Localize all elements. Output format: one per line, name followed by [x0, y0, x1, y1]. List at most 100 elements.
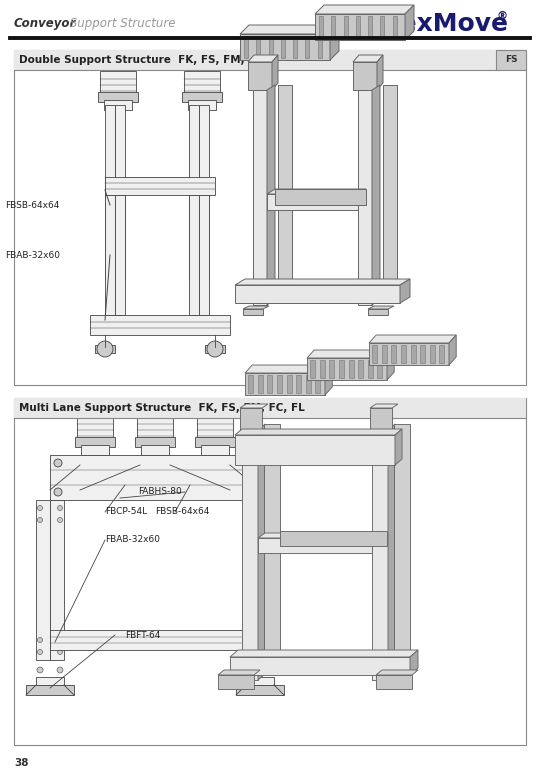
Polygon shape — [401, 345, 406, 363]
Bar — [246, 500, 260, 660]
Polygon shape — [307, 350, 394, 358]
Polygon shape — [339, 360, 344, 378]
Polygon shape — [240, 408, 262, 430]
Polygon shape — [277, 375, 282, 393]
Polygon shape — [253, 90, 267, 305]
Bar — [100, 71, 136, 93]
Circle shape — [247, 505, 253, 510]
Polygon shape — [248, 62, 272, 90]
Polygon shape — [256, 36, 260, 58]
Text: FS: FS — [505, 55, 517, 65]
Circle shape — [57, 667, 63, 673]
Polygon shape — [319, 16, 323, 38]
Polygon shape — [370, 404, 398, 408]
Bar — [141, 445, 169, 455]
Bar — [75, 437, 115, 447]
Text: FBSB-64x64: FBSB-64x64 — [155, 508, 210, 516]
Bar — [236, 685, 284, 695]
Bar — [184, 71, 220, 93]
Polygon shape — [383, 85, 397, 299]
Circle shape — [267, 505, 273, 510]
Circle shape — [247, 650, 253, 654]
Bar — [14, 398, 526, 745]
Text: FlexMove: FlexMove — [375, 12, 509, 36]
Polygon shape — [377, 360, 382, 378]
Circle shape — [57, 505, 63, 510]
Polygon shape — [248, 55, 278, 62]
Bar — [26, 685, 74, 695]
Polygon shape — [240, 34, 330, 60]
Circle shape — [247, 517, 253, 523]
Polygon shape — [235, 279, 410, 285]
Polygon shape — [430, 345, 435, 363]
Polygon shape — [320, 360, 325, 378]
Polygon shape — [258, 424, 265, 680]
Bar — [197, 416, 233, 438]
Bar — [105, 105, 115, 280]
Polygon shape — [331, 16, 335, 38]
Polygon shape — [218, 675, 254, 689]
Polygon shape — [258, 538, 372, 553]
Polygon shape — [449, 335, 456, 365]
Polygon shape — [315, 375, 320, 393]
Polygon shape — [235, 429, 402, 435]
Bar — [205, 345, 225, 353]
Circle shape — [57, 650, 63, 654]
Polygon shape — [369, 343, 449, 365]
Bar — [50, 500, 64, 660]
Bar — [50, 455, 260, 500]
Polygon shape — [245, 365, 332, 373]
Text: FABHS-80: FABHS-80 — [138, 488, 182, 497]
Polygon shape — [267, 189, 366, 194]
Bar — [50, 630, 260, 650]
Polygon shape — [281, 36, 285, 58]
Polygon shape — [376, 670, 418, 675]
Polygon shape — [329, 360, 334, 378]
Bar — [182, 92, 222, 102]
Circle shape — [267, 650, 273, 654]
Bar — [189, 105, 199, 280]
Polygon shape — [372, 345, 377, 363]
Text: FBAB-32x60: FBAB-32x60 — [5, 250, 60, 260]
Polygon shape — [293, 36, 297, 58]
Polygon shape — [318, 36, 322, 58]
Polygon shape — [243, 306, 269, 309]
Circle shape — [37, 505, 43, 510]
Circle shape — [37, 650, 43, 654]
Polygon shape — [267, 375, 272, 393]
Bar — [496, 50, 526, 70]
Polygon shape — [315, 5, 414, 14]
Polygon shape — [356, 16, 360, 38]
Bar — [77, 416, 113, 438]
Polygon shape — [242, 430, 258, 680]
Polygon shape — [440, 345, 444, 363]
Text: Multi Lane Support Structure  FK, FS, FM, FC, FL: Multi Lane Support Structure FK, FS, FM,… — [19, 403, 305, 413]
Polygon shape — [358, 360, 363, 378]
Bar — [246, 677, 274, 685]
Polygon shape — [368, 360, 373, 378]
Circle shape — [248, 488, 256, 496]
Text: FBAB-32x60: FBAB-32x60 — [105, 536, 160, 544]
Bar — [36, 500, 50, 660]
Polygon shape — [420, 345, 425, 363]
Circle shape — [37, 637, 43, 643]
Bar — [14, 50, 526, 385]
Polygon shape — [325, 365, 332, 395]
Polygon shape — [372, 430, 388, 680]
Circle shape — [267, 517, 273, 523]
Polygon shape — [230, 650, 418, 657]
Polygon shape — [275, 189, 366, 205]
Polygon shape — [230, 657, 410, 675]
Polygon shape — [392, 345, 396, 363]
Polygon shape — [268, 36, 273, 58]
Polygon shape — [240, 25, 339, 34]
Polygon shape — [244, 36, 248, 58]
Text: 38: 38 — [14, 758, 29, 768]
Polygon shape — [353, 62, 377, 90]
Bar — [135, 437, 175, 447]
Polygon shape — [248, 375, 253, 393]
Polygon shape — [368, 16, 372, 38]
Polygon shape — [400, 279, 410, 303]
Bar — [137, 416, 173, 438]
Polygon shape — [393, 16, 397, 38]
